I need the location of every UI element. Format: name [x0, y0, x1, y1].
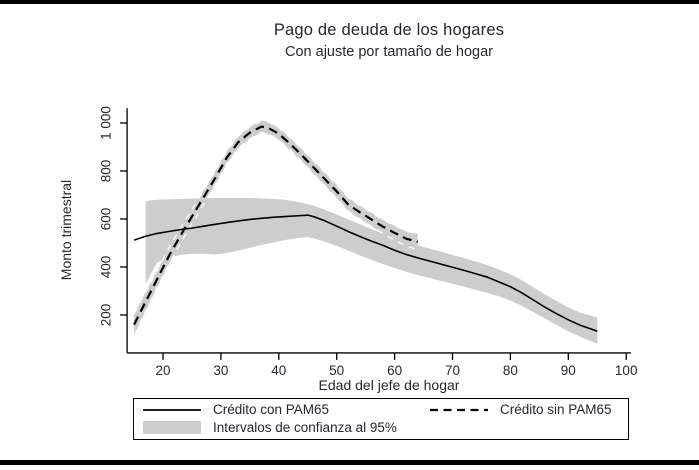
legend-label-confidence-interval: Intervalos de confianza al 95% — [213, 420, 397, 435]
x-tick-label: 80 — [503, 363, 518, 378]
x-tick-label: 50 — [329, 363, 344, 378]
x-tick-label: 40 — [271, 363, 286, 378]
line-credito-sin-pam65 — [133, 125, 419, 326]
legend-item-confidence-interval: Intervalos de confianza al 95% — [143, 420, 397, 435]
top-rule — [0, 0, 699, 4]
dashed-line-swatch — [430, 408, 488, 411]
y-tick-label: 1 000 — [99, 106, 114, 140]
solid-line-swatch — [143, 408, 201, 411]
legend-label-credito-sin-pam65: Crédito sin PAM65 — [500, 402, 612, 417]
x-tick-label: 90 — [561, 363, 576, 378]
y-tick-label: 400 — [99, 256, 114, 279]
legend-box: Crédito con PAM65 Crédito sin PAM65 Inte… — [133, 398, 629, 440]
x-tick-label: 30 — [213, 363, 228, 378]
ci-band-swatch — [143, 421, 201, 434]
bottom-rule — [0, 460, 699, 465]
line-credito-con-pam65 — [133, 214, 598, 332]
y-tick-label: 200 — [99, 304, 114, 327]
ci-band-upper-edge — [133, 119, 418, 315]
y-tick-label: 800 — [99, 160, 114, 183]
legend-item-credito-sin-pam65: Crédito sin PAM65 — [430, 402, 612, 417]
legend-item-credito-con-pam65: Crédito con PAM65 — [143, 402, 329, 417]
x-tick-label: 70 — [445, 363, 460, 378]
x-axis-title: Edad del jefe de hogar — [318, 377, 460, 393]
x-tick-label: 100 — [615, 363, 638, 378]
legend-label-credito-con-pam65: Crédito con PAM65 — [213, 402, 330, 417]
x-tick-label: 60 — [387, 363, 402, 378]
x-tick-label: 20 — [155, 363, 170, 378]
chart-title: Pago de deuda de los hogares — [273, 21, 505, 39]
ci-band-lower-edge — [133, 131, 418, 336]
chart-subtitle: Con ajuste por tamaño de hogar — [285, 44, 493, 60]
ci-band-credito-con-pam65 — [145, 197, 598, 344]
y-tick-label: 600 — [99, 208, 114, 231]
